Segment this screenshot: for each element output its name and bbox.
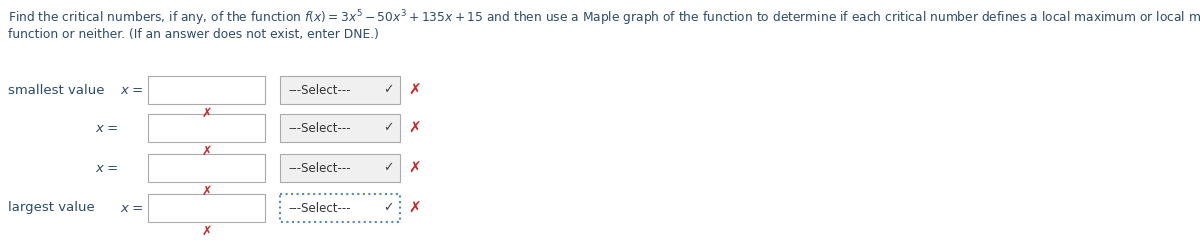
Text: x =: x = (95, 162, 119, 174)
Bar (148, 194, 265, 222)
Text: ✗: ✗ (202, 145, 211, 158)
Text: ✗: ✗ (408, 201, 421, 215)
Bar (280, 154, 400, 182)
Text: ✓: ✓ (383, 122, 394, 134)
Bar (280, 194, 400, 222)
Text: ✗: ✗ (408, 82, 421, 98)
Text: largest value: largest value (8, 202, 95, 214)
Text: ---Select---: ---Select--- (288, 83, 350, 96)
Text: function or neither. (If an answer does not exist, enter DNE.): function or neither. (If an answer does … (8, 28, 379, 41)
Text: ---Select---: ---Select--- (288, 162, 350, 174)
Bar (148, 114, 265, 142)
Text: ✗: ✗ (202, 225, 211, 238)
Text: smallest value: smallest value (8, 83, 104, 96)
Text: x =: x = (120, 202, 143, 214)
Text: ✗: ✗ (408, 161, 421, 175)
Text: ---Select---: ---Select--- (288, 122, 350, 134)
Text: ✓: ✓ (383, 202, 394, 214)
Text: ✗: ✗ (202, 107, 211, 120)
Text: ✗: ✗ (202, 185, 211, 198)
Text: ✓: ✓ (383, 83, 394, 96)
Bar (148, 76, 265, 104)
Text: Find the critical numbers, if any, of the function $f(x) = 3x^5 - 50x^3 + 135x +: Find the critical numbers, if any, of th… (8, 8, 1200, 28)
Text: ✓: ✓ (383, 162, 394, 174)
Bar (280, 114, 400, 142)
Text: x =: x = (95, 122, 119, 134)
Text: x =: x = (120, 83, 143, 96)
Bar (148, 154, 265, 182)
Text: ---Select---: ---Select--- (288, 202, 350, 214)
Bar (280, 76, 400, 104)
Text: ✗: ✗ (408, 121, 421, 135)
